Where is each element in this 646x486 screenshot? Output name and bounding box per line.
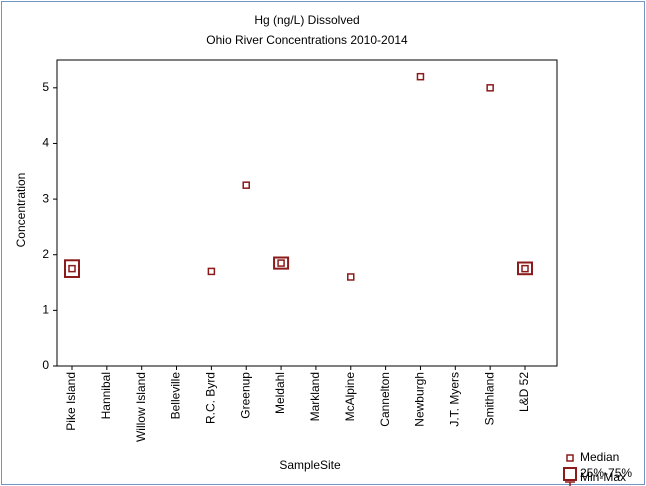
legend-label: Min-Max <box>580 470 626 484</box>
median <box>277 259 285 267</box>
legend-swatch <box>563 467 577 481</box>
x-tick-label: Belleville <box>169 372 183 420</box>
x-tick-label: Markland <box>308 372 322 421</box>
median <box>207 267 216 276</box>
plot-frame <box>56 59 558 367</box>
y-tick-label: 3 <box>42 191 49 205</box>
legend-label: Median <box>580 450 619 464</box>
y-axis-label: Concentration <box>14 173 28 248</box>
median <box>242 181 250 189</box>
x-tick-label: J.T. Myers <box>447 372 461 427</box>
x-tick-label: Meldahl <box>273 372 287 414</box>
x-tick-label: Smithland <box>482 372 496 425</box>
x-axis-label: SampleSite <box>279 458 341 472</box>
median <box>416 72 425 81</box>
x-tick-label: Greenup <box>238 372 252 419</box>
y-tick-label: 5 <box>42 80 49 94</box>
y-tick-label: 0 <box>42 358 49 372</box>
legend-label: 25%-75% <box>580 466 632 480</box>
x-tick-label: R.C. Byrd <box>204 372 218 424</box>
x-tick-label: McAlpine <box>343 372 357 422</box>
chart-title: Hg (ng/L) Dissolved <box>254 13 359 27</box>
chart-subtitle: Ohio River Concentrations 2010-2014 <box>206 33 408 47</box>
x-tick-label: Pike Island <box>64 372 78 431</box>
median <box>68 264 76 273</box>
x-tick-label: Willow Island <box>134 372 148 442</box>
median <box>521 264 529 273</box>
x-tick-label: Hannibal <box>99 372 113 419</box>
y-tick-label: 4 <box>42 136 49 150</box>
median <box>486 84 494 92</box>
x-tick-label: Newburgh <box>413 372 427 427</box>
legend-swatch <box>566 454 574 462</box>
x-tick-label: Cannelton <box>378 372 392 427</box>
y-tick-label: 2 <box>42 247 49 261</box>
y-tick-label: 1 <box>42 303 49 317</box>
x-tick-label: L&D 52 <box>517 372 531 412</box>
median <box>347 273 355 281</box>
